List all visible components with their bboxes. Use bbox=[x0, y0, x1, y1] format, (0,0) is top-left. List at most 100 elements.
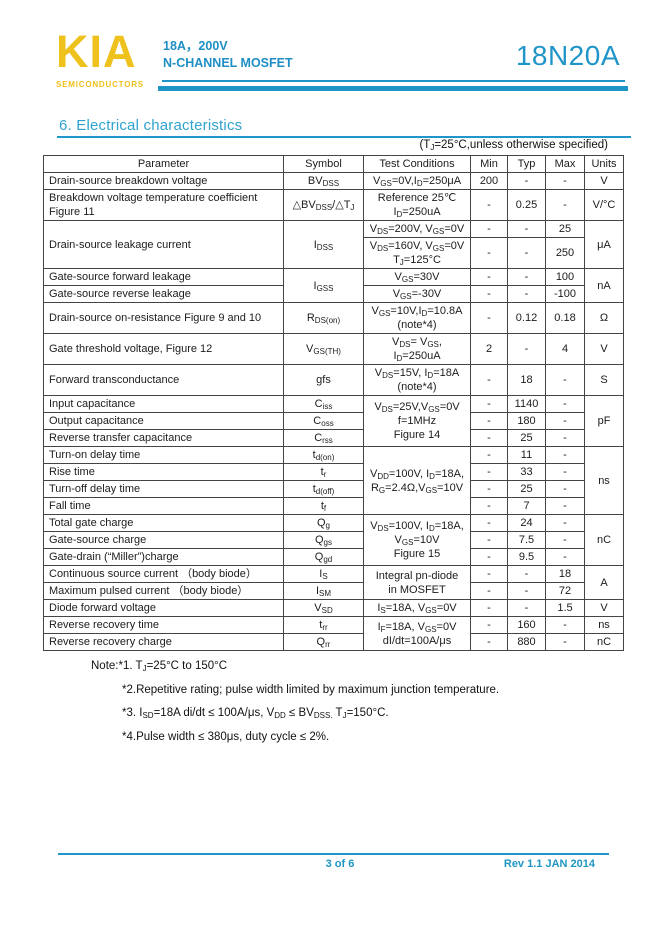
table-cell: VDS=200V, VGS=0V bbox=[363, 220, 471, 238]
table-cell: - bbox=[470, 514, 508, 532]
section-underline bbox=[57, 136, 631, 138]
table-cell: Crss bbox=[283, 429, 364, 447]
table-cell: ns bbox=[584, 446, 624, 515]
table-cell: IDSS bbox=[283, 220, 364, 269]
table-row: Input capacitance Ciss VDS=25V,VGS=0V f=1MH… bbox=[43, 395, 624, 447]
table-cell: VDS=160V, VGS=0V TJ=125°C bbox=[363, 237, 471, 269]
footer-rule bbox=[58, 853, 609, 855]
table-row: Gate-drain (“Miller”)charge Qgd -9.5- bbox=[43, 548, 624, 566]
part-number: 18N20A bbox=[515, 40, 620, 71]
table-cell: 4 bbox=[545, 333, 585, 365]
table-cell: ns bbox=[584, 616, 624, 634]
table-cell: 18 bbox=[545, 565, 585, 583]
table-cell: VGS=0V,ID=250μA bbox=[363, 172, 471, 190]
table-cell: IF=18A, VGS=0V dI/dt=100A/μs bbox=[363, 616, 471, 651]
revision-label: Rev 1.1 JAN 2014 bbox=[503, 858, 595, 870]
table-cell: - bbox=[507, 599, 546, 617]
condition-note: (TJ=25°C,unless otherwise specified) bbox=[419, 139, 608, 152]
table-cell: - bbox=[470, 565, 508, 583]
table-cell: Qg bbox=[283, 514, 364, 532]
table-cell: td(off) bbox=[283, 480, 364, 498]
table-cell: - bbox=[545, 446, 585, 464]
table-cell: Reverse recovery time bbox=[43, 616, 284, 634]
table-cell: - bbox=[545, 429, 585, 447]
table-cell: A bbox=[584, 565, 624, 600]
table-cell: 25 bbox=[545, 220, 585, 238]
table-cell: tr bbox=[283, 463, 364, 481]
note-line: *2.Repetitive rating; pulse width limite… bbox=[122, 683, 500, 696]
table-cell: - bbox=[470, 395, 508, 413]
table-cell: Qrr bbox=[283, 633, 364, 651]
table-cell: trr bbox=[283, 616, 364, 634]
table-row: Gate-source reverse leakage VGS=-30V - - -10… bbox=[43, 285, 624, 303]
table-row: Turn-on delay time td(on) VDD=100V, ID=18A… bbox=[43, 446, 624, 515]
spec-table: Parameter Symbol Test Conditions Min Typ… bbox=[43, 155, 624, 651]
table-cell: - bbox=[470, 616, 508, 634]
header-rule-thin bbox=[162, 80, 625, 82]
table-cell: Gate-source reverse leakage bbox=[43, 285, 284, 303]
table-cell: VGS(TH) bbox=[283, 333, 364, 365]
device-rating: 18A，200V bbox=[163, 39, 228, 53]
table-cell: 25 bbox=[507, 480, 546, 498]
table-cell: Coss bbox=[283, 412, 364, 430]
table-cell: - bbox=[470, 480, 508, 498]
table-cell: Ciss bbox=[283, 395, 364, 413]
page-number: 3 of 6 bbox=[325, 858, 355, 870]
note-line: *3. ISD=18A di/dt ≤ 100A/μs, VDD ≤ BVDSS… bbox=[122, 707, 389, 720]
table-cell: 160 bbox=[507, 616, 546, 634]
table-cell: - bbox=[470, 599, 508, 617]
table-cell: - bbox=[545, 412, 585, 430]
table-cell: - bbox=[545, 497, 585, 515]
table-cell: - bbox=[545, 514, 585, 532]
table-cell: BVDSS bbox=[283, 172, 364, 190]
table-cell: V bbox=[584, 599, 624, 617]
table-cell: - bbox=[470, 548, 508, 566]
table-row: Rise time tr -33- bbox=[43, 463, 624, 481]
table-cell: - bbox=[470, 189, 508, 221]
table-cell: - bbox=[470, 429, 508, 447]
table-cell: - bbox=[470, 285, 508, 303]
table-cell: Reference 25℃ ID=250uA bbox=[363, 189, 471, 221]
table-cell: Maximum pulsed current （body biode） bbox=[43, 582, 284, 600]
table-row: Drain-source on-resistance Figure 9 and … bbox=[43, 302, 624, 334]
device-type: N-CHANNEL MOSFET bbox=[163, 56, 293, 70]
table-cell: Qgd bbox=[283, 548, 364, 566]
table-row: Maximum pulsed current （body biode） ISM - -… bbox=[43, 582, 624, 600]
table-cell: 33 bbox=[507, 463, 546, 481]
table-cell: IS bbox=[283, 565, 364, 583]
table-row: Reverse transfer capacitance Crss -25- bbox=[43, 429, 624, 447]
table-cell: 7 bbox=[507, 497, 546, 515]
table-cell: Rise time bbox=[43, 463, 284, 481]
table-cell: Fall time bbox=[43, 497, 284, 515]
table-cell: - bbox=[470, 412, 508, 430]
table-cell: - bbox=[470, 531, 508, 549]
table-cell: VDS=100V, ID=18A, VGS=10V Figure 15 bbox=[363, 514, 471, 566]
table-cell: nA bbox=[584, 268, 624, 303]
table-row: Drain-source breakdown voltage BVDSS VGS=0… bbox=[43, 172, 624, 190]
table-cell: Gate-drain (“Miller”)charge bbox=[43, 548, 284, 566]
table-cell: Gate-source charge bbox=[43, 531, 284, 549]
table-cell: Gate threshold voltage, Figure 12 bbox=[43, 333, 284, 365]
table-cell: IS=18A, VGS=0V bbox=[363, 599, 471, 617]
table-cell: VGS=30V bbox=[363, 268, 471, 286]
table-cell: - bbox=[470, 302, 508, 334]
table-cell: - bbox=[470, 364, 508, 396]
table-cell: 72 bbox=[545, 582, 585, 600]
table-row: Turn-off delay time td(off) -25- bbox=[43, 480, 624, 498]
table-row: Output capacitance Coss -180- bbox=[43, 412, 624, 430]
table-cell: Turn-off delay time bbox=[43, 480, 284, 498]
table-cell: - bbox=[545, 531, 585, 549]
table-cell: 0.12 bbox=[507, 302, 546, 334]
notes: Note:*1. TJ=25°C to 150°C *2.Repetitive … bbox=[0, 659, 662, 753]
table-cell: Drain-source leakage current bbox=[43, 220, 284, 269]
table-cell: 0.25 bbox=[507, 189, 546, 221]
table-row: Breakdown voltage temperature coefficien… bbox=[43, 189, 624, 221]
table-row: Total gate charge Qg VDS=100V, ID=18A, VGS=… bbox=[43, 514, 624, 566]
table-cell: - bbox=[470, 220, 508, 238]
table-cell: RDS(on) bbox=[283, 302, 364, 334]
table-cell: nC bbox=[584, 514, 624, 566]
table-cell: Continuous source current （body biode） bbox=[43, 565, 284, 583]
table-row: Gate threshold voltage, Figure 12 VGS(TH)… bbox=[43, 333, 624, 365]
table-cell: VDS= VGS, ID=250uA bbox=[363, 333, 471, 365]
table-row: Reverse recovery time trr IF=18A, VGS=0V dI… bbox=[43, 616, 624, 651]
